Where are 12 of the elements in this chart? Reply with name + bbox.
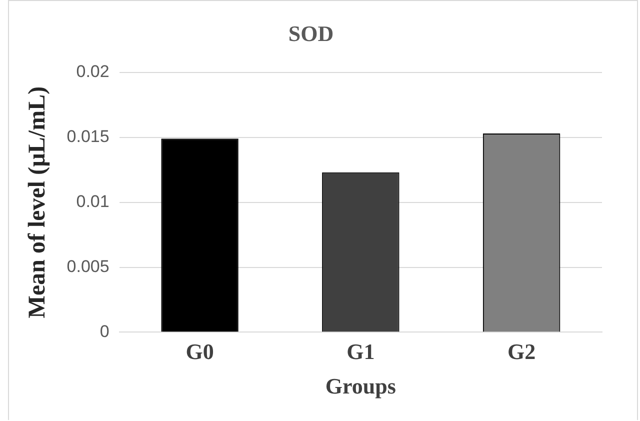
y-tick-label: 0 [100,322,110,341]
x-tick-label: G1 [346,339,375,364]
x-axis-title: Groups [325,373,396,398]
y-tick-label: 0.005 [66,256,110,276]
x-tick-label: G2 [507,339,536,364]
y-tick-label: 0.015 [66,127,110,146]
y-axis-title: Mean of level (µL/mL) [24,86,51,318]
y-tick-label: 0.02 [76,62,110,82]
bar [161,138,238,332]
x-tick-label: G0 [186,339,214,364]
chart-title: SOD [288,20,334,46]
y-tick-label: 0.01 [76,192,110,211]
